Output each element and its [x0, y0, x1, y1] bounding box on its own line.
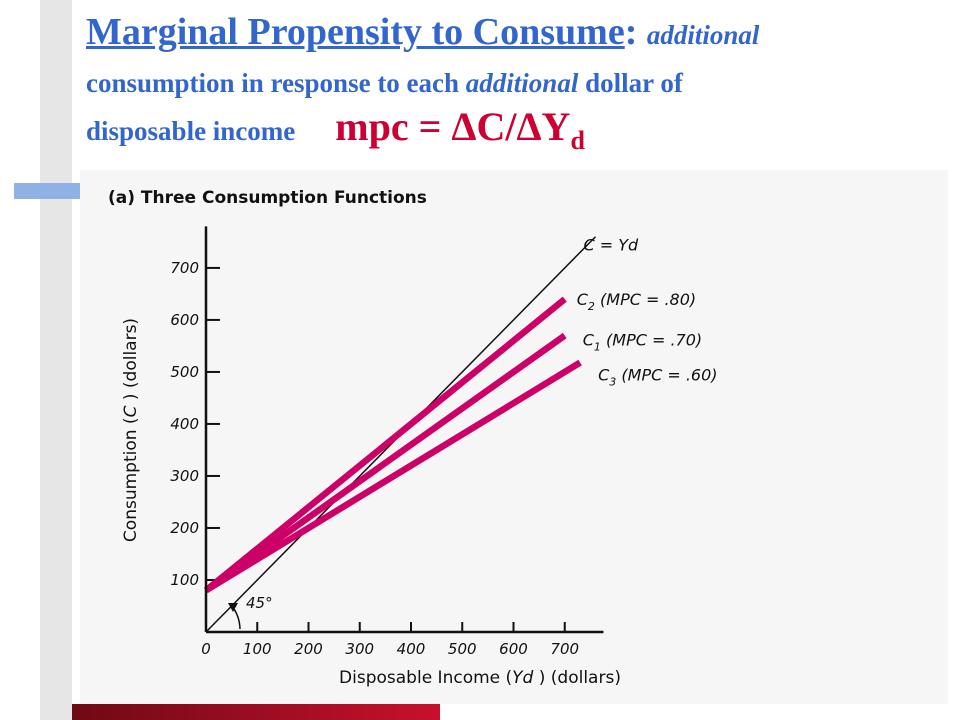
x-tick-label-200: 200 [294, 640, 323, 658]
title-colon: : [624, 11, 647, 53]
title-line-3: disposable income mpc = ΔC/ΔYd [86, 105, 956, 163]
title-line-1: Marginal Propensity to Consume: addition… [86, 6, 956, 61]
definition-part-4: dollar of [578, 68, 683, 98]
x-tick-label-400: 400 [397, 640, 426, 658]
chart-panel [80, 170, 948, 704]
title-term: Marginal Propensity to Consume [86, 11, 625, 53]
x-tick-label-0: 0 [201, 640, 211, 658]
angle-label: 45° [246, 594, 273, 612]
series-line-c3-mpc-60 [204, 359, 582, 594]
definition-part-2: consumption in response to each [86, 68, 466, 98]
x-tick-label-100: 100 [243, 640, 272, 658]
y-tick-label-400: 400 [170, 415, 199, 433]
x-tick-label-700: 700 [550, 640, 579, 658]
formula-subscript: d [570, 126, 585, 155]
series-label-c3-mpc-60: C3 (MPC = .60) [598, 366, 717, 389]
x-tick-label-600: 600 [499, 640, 528, 658]
y-tick-label-300: 300 [170, 467, 199, 485]
consumption-functions-chart: (a) Three Consumption Functions 100 200 300… [108, 188, 718, 688]
y-tick-label-200: 200 [170, 519, 199, 537]
x-axis-label: Disposable Income (Yd ) (dollars) [339, 668, 621, 688]
series-label-c2-mpc-80: C2 (MPC = .80) [577, 290, 696, 313]
y-axis-label: Consumption (C ) (dollars) [121, 318, 141, 542]
series-label-c1-mpc-70: C1 (MPC = .70) [583, 331, 702, 354]
mpc-formula: mpc = ΔC/ΔYd [335, 104, 585, 156]
slide-accent-block [14, 183, 80, 199]
y-tick-label-700: 700 [170, 259, 199, 277]
definition-part-3: additional [465, 68, 579, 98]
series-label-c-yd: C = Yd [584, 236, 640, 255]
angle-arrowhead [228, 603, 238, 612]
chart-title: (a) Three Consumption Functions [108, 188, 427, 208]
definition-part-5: disposable income [86, 116, 296, 146]
x-tick-label-300: 300 [345, 640, 374, 658]
y-tick-label-100: 100 [170, 571, 199, 589]
x-tick-label-500: 500 [448, 640, 477, 658]
slide-title-block: Marginal Propensity to Consume: addition… [86, 6, 956, 163]
definition-part-1: additional [646, 20, 760, 50]
slide-bottom-bar [72, 704, 440, 720]
series-line-c1-mpc-70 [204, 332, 567, 594]
y-tick-label-600: 600 [170, 311, 199, 329]
formula-main: mpc = ΔC/ΔY [335, 104, 571, 149]
slide-side-bar [40, 0, 72, 720]
title-line-2: consumption in response to each addition… [86, 61, 956, 105]
y-tick-label-500: 500 [170, 363, 199, 381]
series-line-c2-mpc-80 [203, 296, 567, 593]
